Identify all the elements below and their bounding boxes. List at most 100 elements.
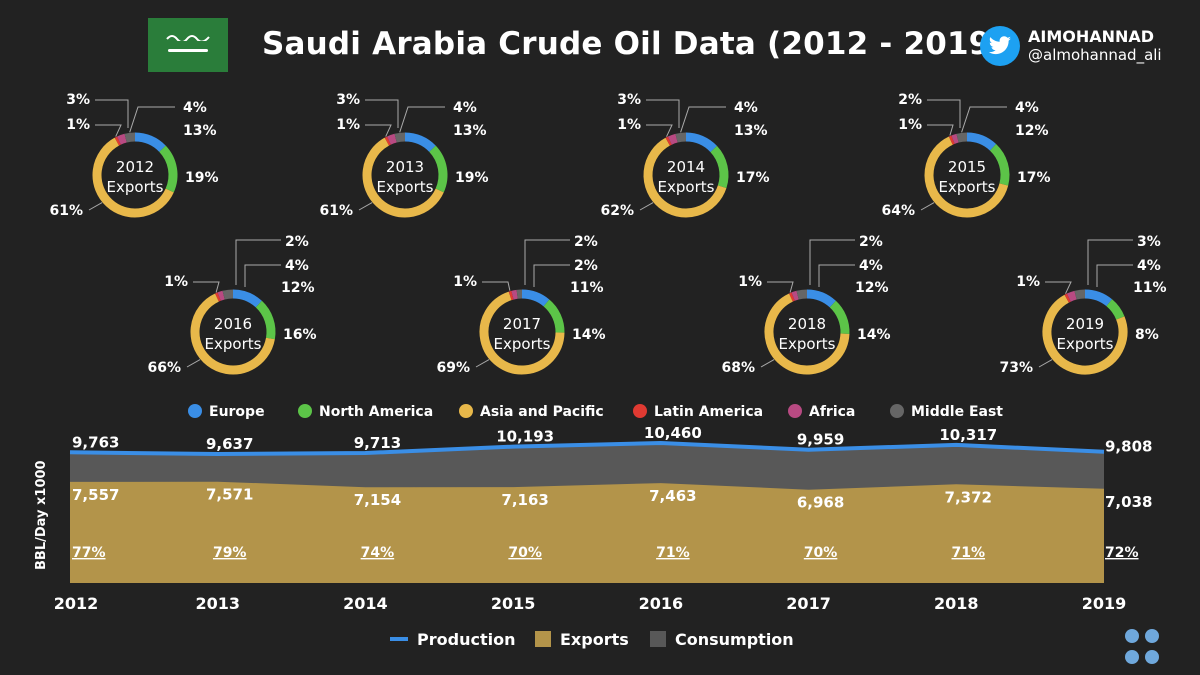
donut-label-africa: 2% (898, 92, 922, 108)
donut-label-africa: 3% (617, 92, 641, 108)
donut-slice-middle-east (796, 289, 808, 300)
label-leader-line (186, 359, 201, 368)
label-leader-line (982, 131, 1013, 135)
y-axis-label: BBL/Day x1000 (34, 460, 49, 570)
export-share-label: 74% (361, 545, 395, 561)
label-leader-line (639, 202, 654, 211)
donut-slice-middle-east (956, 132, 968, 143)
donut-label-latin-america: 1% (164, 274, 188, 290)
legend-dot-europe (188, 404, 202, 418)
donut-chart-2016: 2016 Exports 12% 16% 66% 1% 2% 4% (147, 234, 316, 376)
donut-slice-middle-east (394, 132, 406, 143)
donut-chart-2017: 2017 Exports 11% 14% 69% 1% 2% 2% (436, 234, 605, 376)
donut-center-year: 2017 (503, 315, 541, 333)
label-leader-line (646, 99, 680, 128)
donut-slice-europe (134, 132, 166, 153)
label-leader-line (1087, 239, 1133, 285)
label-leader-line (1038, 359, 1053, 368)
donut-label-africa: 3% (1137, 234, 1161, 250)
donut-label-europe: 13% (183, 123, 217, 139)
donut-chart-2013: 2013 Exports 13% 19% 61% 1% 3% 4% (319, 92, 488, 219)
author-block[interactable]: AIMOHANNAD @almohannad_ali (980, 26, 1162, 66)
donut-slice-africa (791, 290, 799, 301)
legend-label-north-america: North America (319, 404, 433, 420)
label-leader-line (961, 106, 1007, 133)
twitter-icon[interactable] (980, 26, 1020, 66)
exports-value-label: 7,038 (1105, 493, 1152, 511)
donut-label-asia-pacific: 69% (436, 360, 470, 376)
flag-sword-icon (168, 49, 208, 52)
legend-label-latin-america: Latin America (654, 404, 763, 420)
area-legend: Production Exports Consumption (390, 630, 794, 649)
legend-dot-north-america (298, 404, 312, 418)
exports-area (70, 481, 1104, 583)
region-legend: Europe North America Asia and Pacific Latin… (188, 404, 1003, 420)
donut-label-asia-pacific: 61% (319, 203, 353, 219)
donut-slice-europe (232, 289, 262, 308)
legend-label-consumption: Consumption (675, 630, 794, 649)
donut-slice-africa (217, 290, 225, 301)
donut-label-middle-east: 4% (1015, 100, 1039, 116)
exports-value-label: 7,372 (945, 488, 992, 506)
donut-label-north-america: 17% (1017, 170, 1051, 186)
donut-slice-latin-america (384, 136, 391, 146)
donut-label-europe: 12% (281, 280, 315, 296)
export-share-label: 70% (508, 545, 542, 561)
donut-chart-2014: 2014 Exports 13% 17% 62% 1% 3% 4% (600, 92, 769, 219)
legend-swatch-exports (535, 631, 551, 647)
donut-label-middle-east: 4% (1137, 258, 1161, 274)
donut-slice-latin-america (948, 135, 955, 145)
donut-label-latin-america: 1% (336, 117, 360, 133)
label-leader-line (927, 124, 954, 136)
donut-chart-2012: 2012 Exports 13% 19% 61% 1% 3% 4% (49, 92, 218, 219)
donut-label-europe: 11% (1133, 280, 1167, 296)
donut-label-asia-pacific: 66% (147, 360, 181, 376)
opec-logo-circle (1145, 650, 1159, 664)
label-leader-line (129, 106, 175, 133)
donut-slice-asia-and-pacific (924, 136, 1009, 218)
legend-swatch-consumption (650, 631, 666, 647)
donut-slice-latin-america (789, 292, 795, 302)
donut-center-year: 2015 (948, 158, 986, 176)
label-leader-line (822, 288, 853, 292)
donut-center-year: 2014 (667, 158, 705, 176)
export-share-label: 70% (804, 545, 838, 561)
twitter-bird-icon (988, 36, 1011, 55)
donut-center-label: Exports (494, 335, 551, 353)
donut-label-middle-east: 4% (859, 258, 883, 274)
label-leader-line (193, 281, 220, 293)
donut-slice-asia-and-pacific (479, 291, 565, 375)
label-leader-line (248, 288, 279, 292)
donut-label-africa: 3% (66, 92, 90, 108)
donut-label-middle-east: 4% (183, 100, 207, 116)
donut-center-label: Exports (658, 178, 715, 196)
donut-label-north-america: 17% (736, 170, 770, 186)
x-tick-label: 2017 (786, 594, 831, 613)
donut-slice-asia-and-pacific (190, 293, 275, 375)
donut-center-year: 2018 (788, 315, 826, 333)
donut-slice-north-america (543, 299, 565, 333)
donut-label-middle-east: 4% (285, 258, 309, 274)
donut-label-africa: 2% (859, 234, 883, 250)
exports-value-label: 7,463 (649, 487, 696, 505)
donut-slice-middle-east (222, 289, 234, 300)
donut-slice-asia-and-pacific (92, 137, 174, 218)
author-handle[interactable]: @almohannad_ali (1028, 46, 1162, 64)
donut-center-year: 2012 (116, 158, 154, 176)
x-tick-label: 2014 (343, 594, 388, 613)
saudi-flag-icon (148, 18, 228, 72)
label-leader-line (358, 202, 373, 211)
label-leader-line (399, 106, 445, 133)
donut-slice-europe (1084, 289, 1113, 307)
donut-label-north-america: 8% (1135, 327, 1159, 343)
donut-label-europe: 13% (734, 123, 768, 139)
legend-label-exports: Exports (560, 630, 629, 649)
production-value-label: 10,460 (644, 424, 702, 442)
donut-label-latin-america: 1% (617, 117, 641, 133)
author-name: AIMOHANNAD (1028, 27, 1155, 46)
donut-slice-latin-america (1064, 293, 1071, 303)
label-leader-line (920, 202, 935, 211)
x-tick-label: 2013 (195, 594, 240, 613)
label-leader-line (365, 99, 399, 128)
